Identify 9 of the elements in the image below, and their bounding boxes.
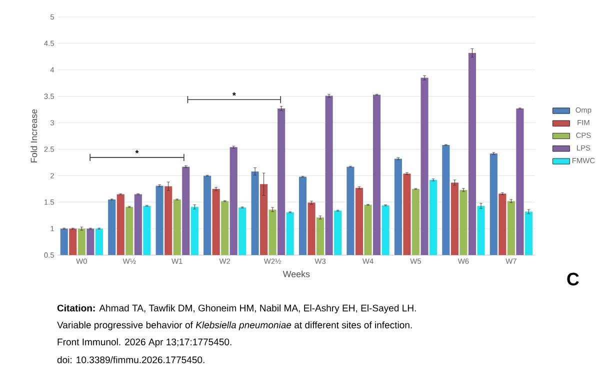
- annotation: *: [232, 92, 236, 96]
- text: C: [567, 272, 579, 286]
- annotation: *: [135, 150, 139, 154]
- x-axis-title: Weeks: [282, 270, 310, 278]
- text: Citation: Ahmad TA, Tawfik DM, Ghoneim HM, Nabil MA, El-Ashry EH, El-Sayed LH.: [57, 304, 416, 314]
- y-axis-title: Fold Increase: [30, 110, 38, 163]
- text: Front Immunol. 2026 Apr 13;17:1775450.: [58, 338, 232, 348]
- text: doi: 10.3389/fimmu.2026.1775450.: [57, 356, 204, 364]
- text: Variable progressive behavior of Klebsiella pneumoniae at different sites of infection.: [57, 322, 412, 330]
